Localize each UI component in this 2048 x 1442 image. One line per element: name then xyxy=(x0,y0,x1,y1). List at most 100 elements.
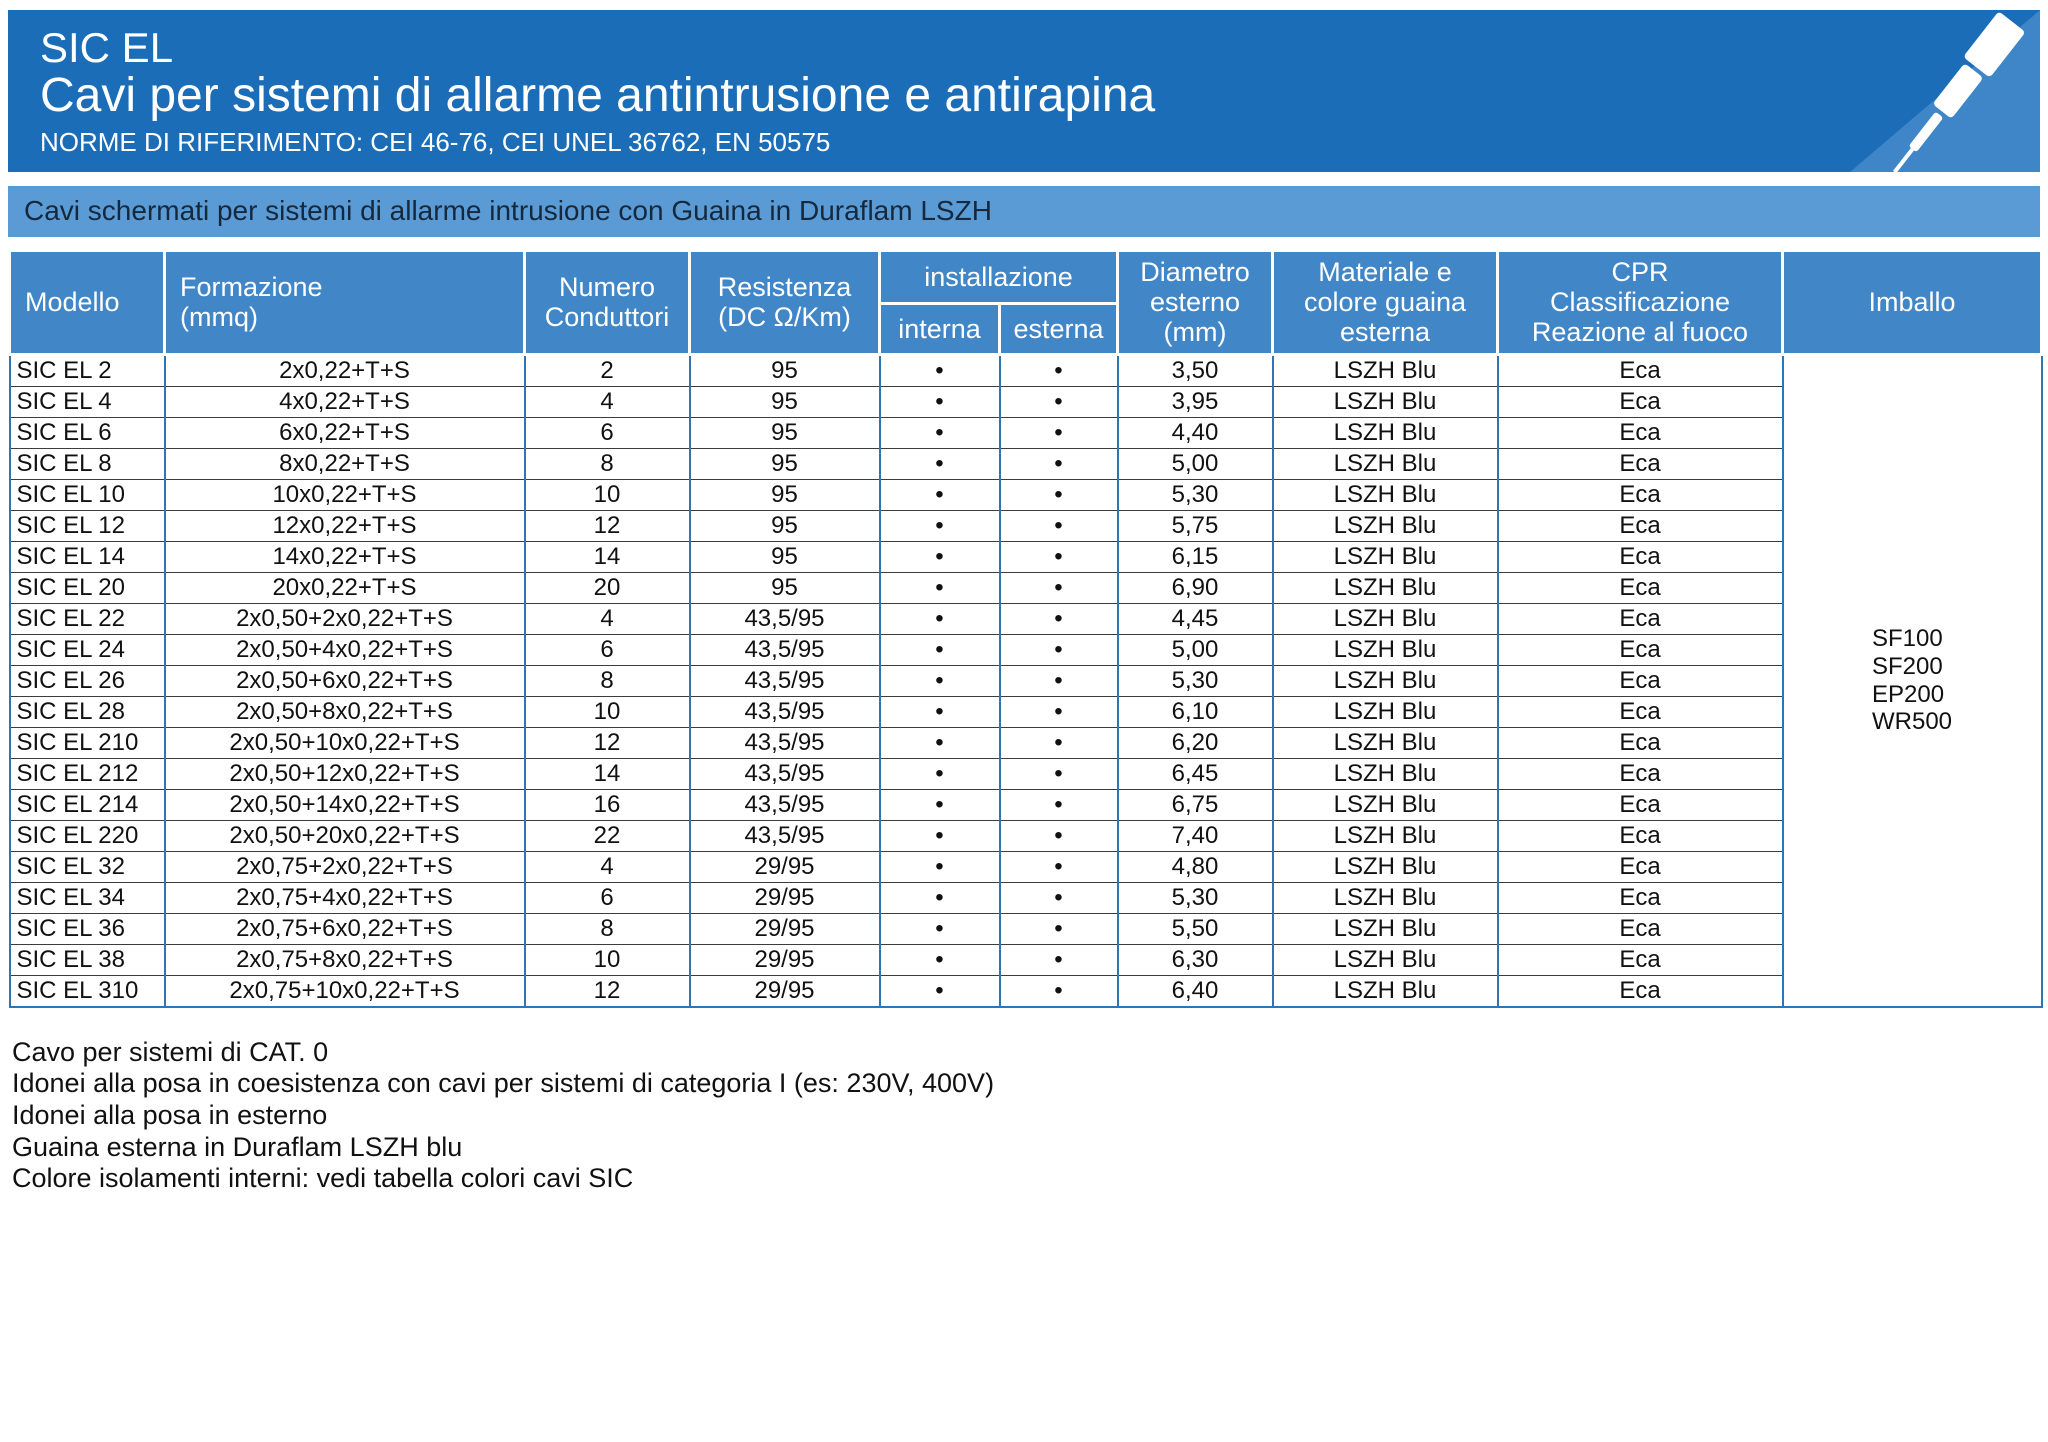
notes: Cavo per sistemi di CAT. 0 Idonei alla po… xyxy=(12,1038,2040,1193)
cell-cpr: Eca xyxy=(1496,819,1784,852)
cell-resistenza: 95 xyxy=(688,385,881,418)
cell-interna: • xyxy=(878,664,1001,697)
table-row: SIC EL 214 2x0,50+14x0,22+T+S 16 43,5/95 • • 6… xyxy=(8,788,2042,821)
table-row: SIC EL 24 2x0,50+4x0,22+T+S 6 43,5/95 • • 5,00… xyxy=(8,633,2042,666)
cell-diametro: 4,40 xyxy=(1116,416,1274,449)
cell-interna: • xyxy=(878,943,1001,976)
cell-esterna: • xyxy=(998,478,1119,511)
cell-conduttori: 10 xyxy=(523,478,691,511)
table-row: SIC EL 4 4x0,22+T+S 4 95 • • 3,95 LSZH Blu Eca xyxy=(8,385,2042,418)
cell-cpr: Eca xyxy=(1496,478,1784,511)
cell-interna: • xyxy=(878,540,1001,573)
col-header-resistenza: Resistenza (DC Ω/Km) xyxy=(688,249,881,356)
col-header-conduttori: Numero Conduttori xyxy=(523,249,691,356)
cell-modello: SIC EL 38 xyxy=(8,943,166,976)
cell-modello: SIC EL 10 xyxy=(8,478,166,511)
cell-modello: SIC EL 12 xyxy=(8,509,166,542)
cell-interna: • xyxy=(878,416,1001,449)
cell-diametro: 6,15 xyxy=(1116,540,1274,573)
cell-guaina: LSZH Blu xyxy=(1271,912,1499,945)
imballo-line: SF100 xyxy=(1871,625,1943,653)
cable-illustration xyxy=(1830,10,2040,172)
cell-esterna: • xyxy=(998,633,1119,666)
table-row: SIC EL 6 6x0,22+T+S 6 95 • • 4,40 LSZH Blu Eca xyxy=(8,416,2042,449)
cell-formazione: 2x0,75+2x0,22+T+S xyxy=(163,850,526,883)
cell-diametro: 6,90 xyxy=(1116,571,1274,604)
cell-resistenza: 43,5/95 xyxy=(688,602,881,635)
page-title: Cavi per sistemi di allarme antintrusion… xyxy=(40,69,1156,123)
cell-conduttori: 22 xyxy=(523,819,691,852)
table-row: SIC EL 20 20x0,22+T+S 20 95 • • 6,90 LSZH Blu Ec… xyxy=(8,571,2042,604)
cell-cpr: Eca xyxy=(1496,540,1784,573)
note-line: Idonei alla posa in coesistenza con cavi… xyxy=(12,1068,995,1099)
cell-resistenza: 29/95 xyxy=(688,850,881,883)
cell-interna: • xyxy=(878,695,1001,728)
cell-cpr: Eca xyxy=(1496,788,1784,821)
cell-cpr: Eca xyxy=(1496,353,1784,387)
cell-guaina: LSZH Blu xyxy=(1271,943,1499,976)
cell-interna: • xyxy=(878,385,1001,418)
cell-diametro: 7,40 xyxy=(1116,819,1274,852)
cell-resistenza: 43,5/95 xyxy=(688,633,881,666)
cell-formazione: 6x0,22+T+S xyxy=(163,416,526,449)
table-row: SIC EL 10 10x0,22+T+S 10 95 • • 5,30 LSZH Blu Ec… xyxy=(8,478,2042,511)
cell-cpr: Eca xyxy=(1496,974,1784,1008)
cell-formazione: 2x0,50+10x0,22+T+S xyxy=(163,726,526,759)
cell-guaina: LSZH Blu xyxy=(1271,819,1499,852)
cell-esterna: • xyxy=(998,974,1119,1008)
cell-esterna: • xyxy=(998,850,1119,883)
cell-esterna: • xyxy=(998,509,1119,542)
imballo-line: WR500 xyxy=(1871,708,1953,736)
table-row: SIC EL 14 14x0,22+T+S 14 95 • • 6,15 LSZH Blu Ec… xyxy=(8,540,2042,573)
cell-modello: SIC EL 14 xyxy=(8,540,166,573)
table-row: SIC EL 36 2x0,75+6x0,22+T+S 8 29/95 • • 5,50 LS… xyxy=(8,912,2042,945)
imballo-line: EP200 xyxy=(1871,680,1945,708)
cell-diametro: 5,30 xyxy=(1116,664,1274,697)
table-header: Modello Formazione (mmq) Numero Condutto… xyxy=(8,248,2043,356)
cell-formazione: 14x0,22+T+S xyxy=(163,540,526,573)
cell-diametro: 3,50 xyxy=(1116,353,1274,387)
cell-esterna: • xyxy=(998,571,1119,604)
cell-formazione: 2x0,75+10x0,22+T+S xyxy=(163,974,526,1008)
cell-interna: • xyxy=(878,850,1001,883)
note-line: Guaina esterna in Duraflam LSZH blu xyxy=(12,1131,463,1162)
cell-cpr: Eca xyxy=(1496,726,1784,759)
cell-formazione: 8x0,22+T+S xyxy=(163,447,526,480)
cell-diametro: 5,50 xyxy=(1116,912,1274,945)
cell-guaina: LSZH Blu xyxy=(1271,726,1499,759)
cell-modello: SIC EL 4 xyxy=(8,385,166,418)
col-header-esterna: esterna xyxy=(998,302,1119,356)
cell-conduttori: 2 xyxy=(523,353,691,387)
cell-interna: • xyxy=(878,353,1001,387)
table-row: SIC EL 310 2x0,75+10x0,22+T+S 12 29/95 • • 6,4… xyxy=(8,974,2042,1008)
cell-resistenza: 43,5/95 xyxy=(688,726,881,759)
cell-guaina: LSZH Blu xyxy=(1271,416,1499,449)
cell-interna: • xyxy=(878,509,1001,542)
cell-formazione: 2x0,75+6x0,22+T+S xyxy=(163,912,526,945)
col-header-guaina: Materiale e colore guaina esterna xyxy=(1271,249,1499,356)
cell-conduttori: 10 xyxy=(523,695,691,728)
cell-esterna: • xyxy=(998,695,1119,728)
cell-esterna: • xyxy=(998,385,1119,418)
cell-resistenza: 43,5/95 xyxy=(688,695,881,728)
cell-formazione: 2x0,50+6x0,22+T+S xyxy=(163,664,526,697)
cell-conduttori: 6 xyxy=(523,881,691,914)
col-header-diametro: Diametro esterno (mm) xyxy=(1116,249,1274,356)
table-row: SIC EL 212 2x0,50+12x0,22+T+S 14 43,5/95 • • 6… xyxy=(8,757,2042,790)
cell-diametro: 5,30 xyxy=(1116,478,1274,511)
cell-interna: • xyxy=(878,788,1001,821)
table-row: SIC EL 32 2x0,75+2x0,22+T+S 4 29/95 • • 4,80 LS… xyxy=(8,850,2042,883)
table-row: SIC EL 28 2x0,50+8x0,22+T+S 10 43,5/95 • • 6,1… xyxy=(8,695,2042,728)
cell-guaina: LSZH Blu xyxy=(1271,788,1499,821)
cell-modello: SIC EL 24 xyxy=(8,633,166,666)
imballo-list: SF100 SF200 EP200 WR500 xyxy=(1872,625,1952,735)
cell-cpr: Eca xyxy=(1496,664,1784,697)
cell-esterna: • xyxy=(998,726,1119,759)
cell-esterna: • xyxy=(998,602,1119,635)
cable-table: Modello Formazione (mmq) Numero Condutto… xyxy=(8,248,2043,1008)
header-banner: SIC EL Cavi per sistemi di allarme antin… xyxy=(8,10,2040,172)
col-header-cpr: CPR Classificazione Reazione al fuoco xyxy=(1496,249,1784,356)
cell-conduttori: 4 xyxy=(523,385,691,418)
cell-interna: • xyxy=(878,478,1001,511)
cell-guaina: LSZH Blu xyxy=(1271,633,1499,666)
